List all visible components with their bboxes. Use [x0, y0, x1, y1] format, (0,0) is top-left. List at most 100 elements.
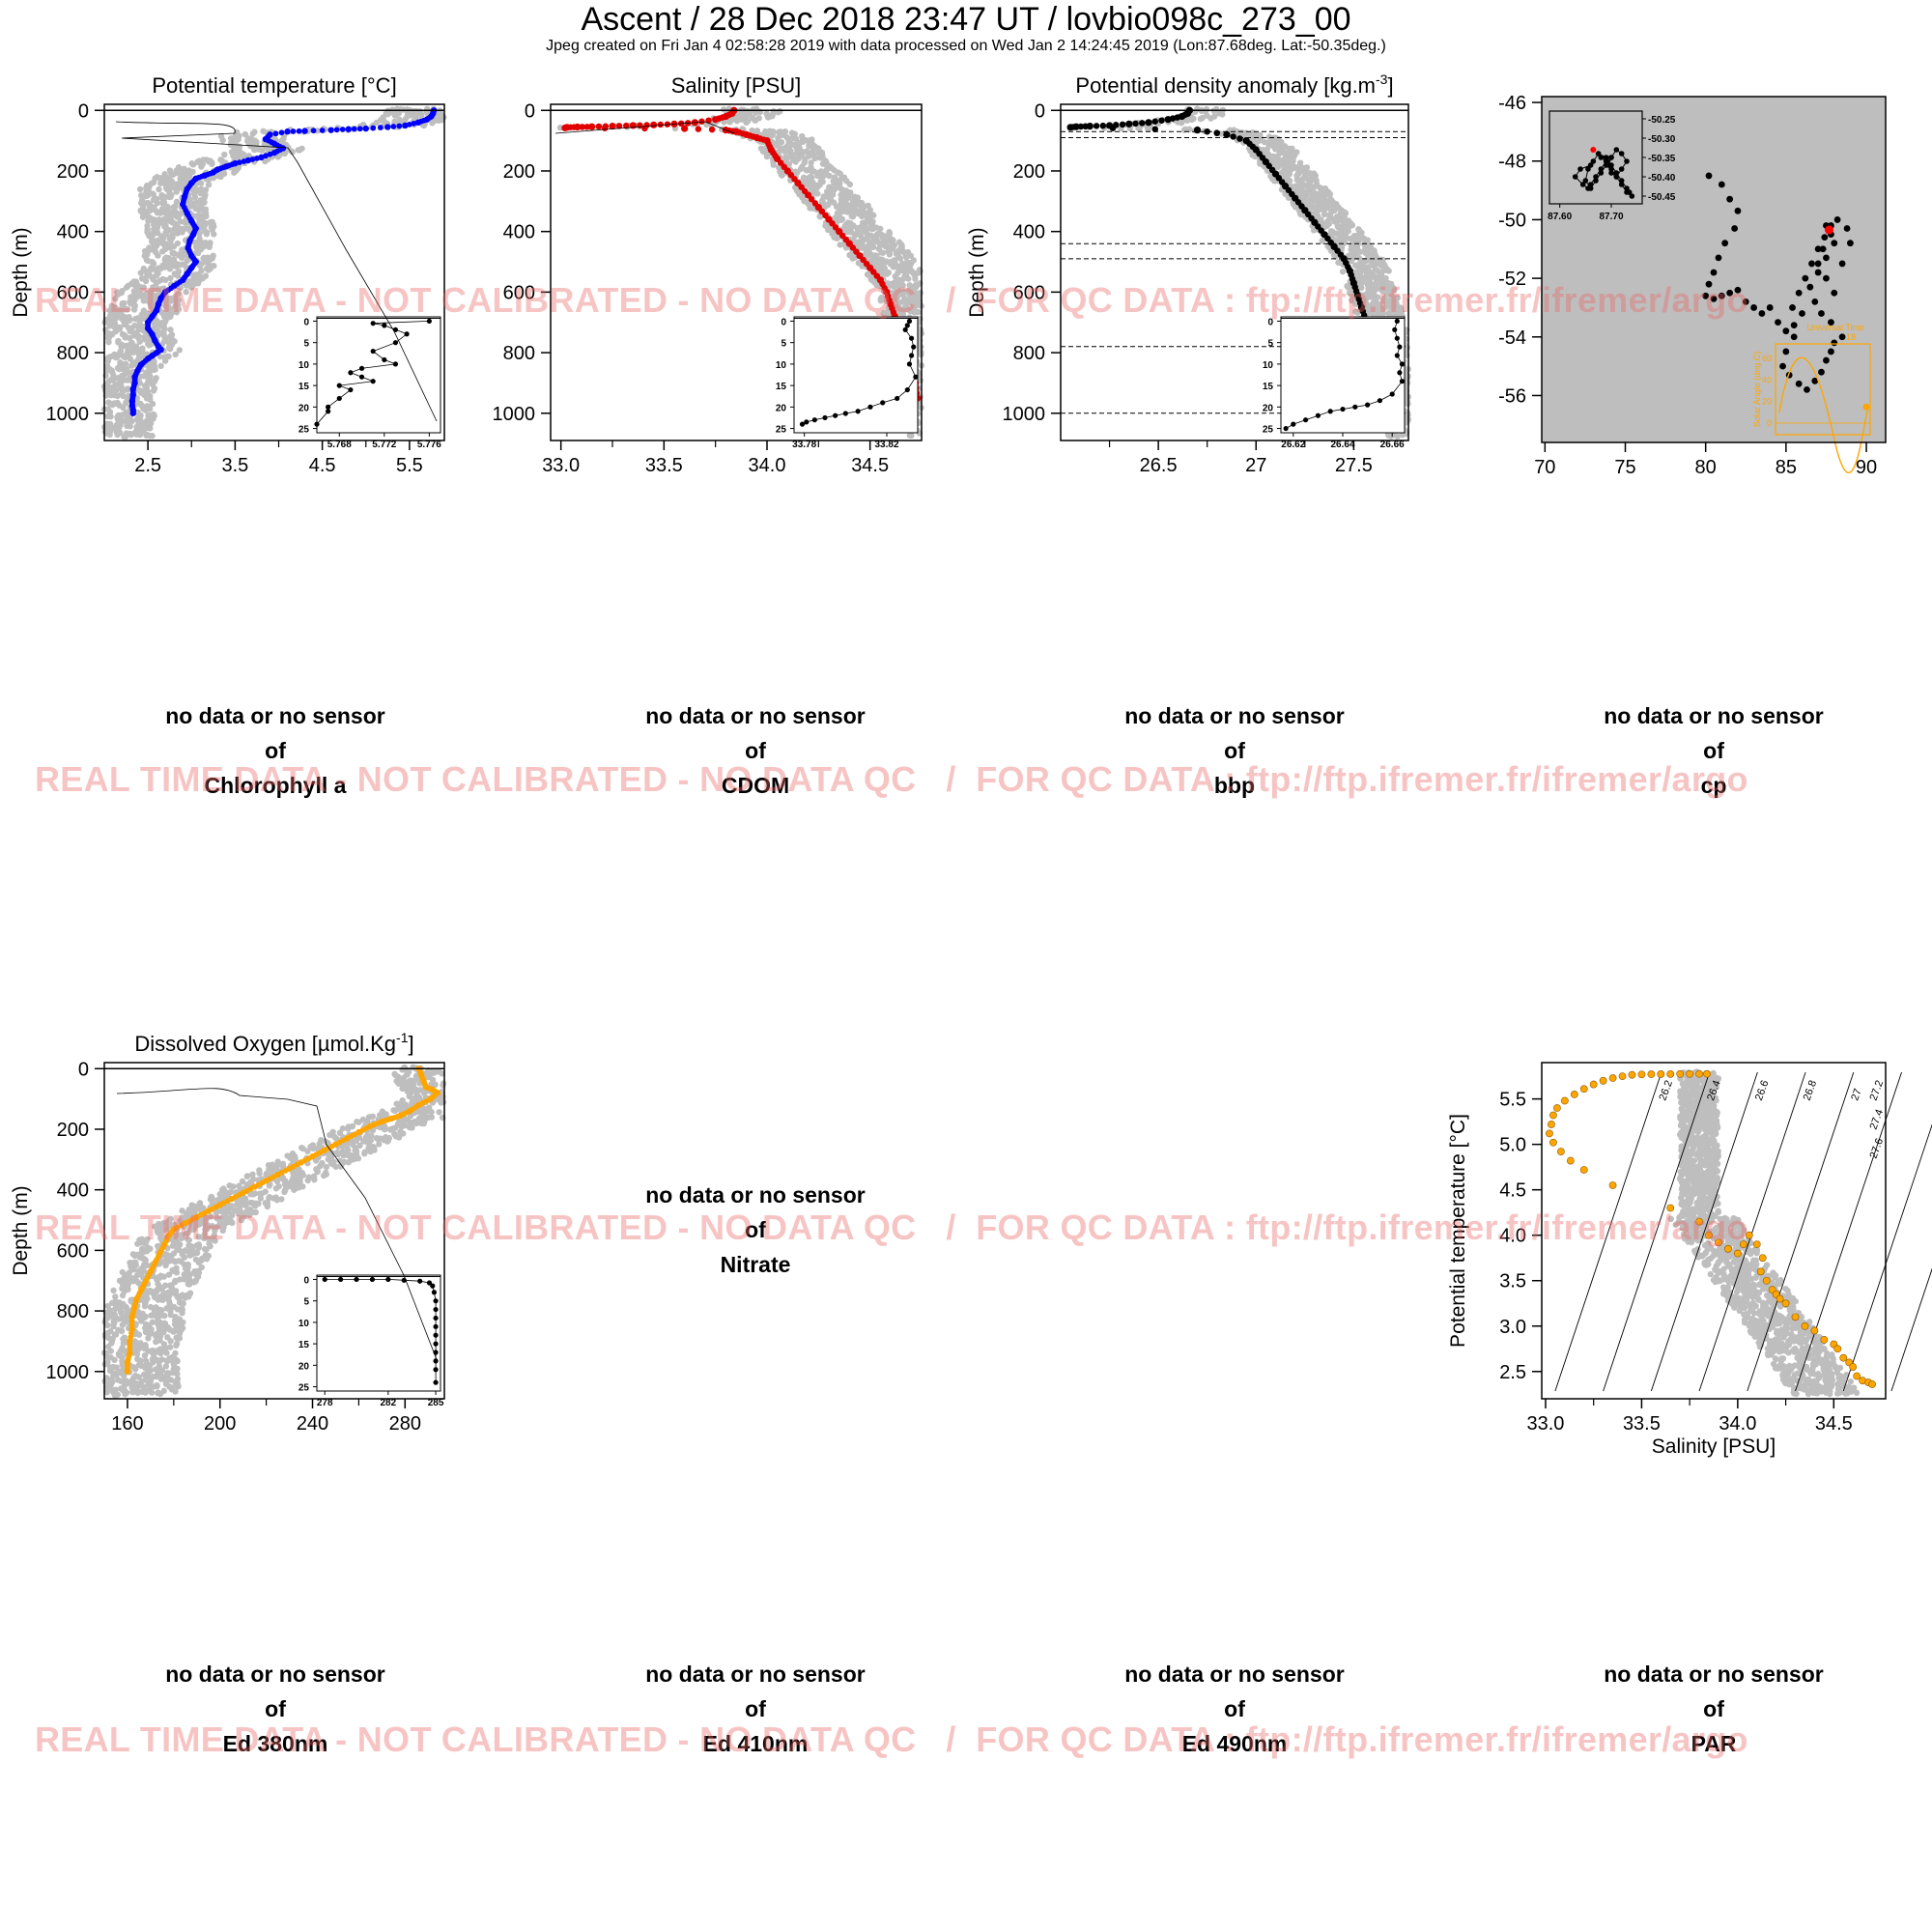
climatology-point: [1312, 172, 1320, 180]
inset-point: [1327, 409, 1333, 414]
inset-y-tick-label: 10: [776, 360, 787, 371]
profile-point: [650, 121, 658, 128]
climatology-point: [114, 392, 121, 400]
climatology-point: [830, 199, 838, 206]
profile-point: [1099, 122, 1107, 129]
climatology-point: [109, 389, 116, 396]
climatology-point: [162, 225, 170, 232]
climatology-point: [883, 270, 891, 277]
climatology-point: [145, 188, 153, 195]
climatology-point: [125, 315, 131, 323]
climatology-point: [815, 145, 822, 152]
climatology-point: [185, 1236, 193, 1243]
climatology-point: [804, 148, 810, 155]
climatology-point: [192, 213, 200, 219]
profile-point: [705, 117, 712, 124]
climatology-point: [161, 264, 168, 270]
climatology-point: [826, 172, 833, 180]
inset-point: [1283, 425, 1289, 432]
inset-point: [370, 321, 376, 327]
inset-point: [867, 404, 873, 410]
climatology-point: [763, 152, 771, 158]
climatology-point: [124, 306, 131, 313]
climatology-point: [117, 306, 124, 313]
y-tick-label: 200: [503, 161, 535, 183]
profile-point: [414, 119, 422, 127]
inset-point: [382, 356, 387, 363]
y-tick-label: 1000: [493, 404, 536, 425]
inset-x-tick-label: 26.62: [1281, 440, 1305, 450]
x-tick-label: 27.5: [1335, 455, 1373, 476]
climatology-point: [189, 161, 197, 168]
climatology-point: [178, 173, 185, 180]
climatology-point: [110, 1287, 117, 1294]
climatology-point: [113, 1364, 120, 1371]
x-tick-label: 3.5: [221, 455, 248, 476]
climatology-point: [135, 325, 142, 332]
climatology-point: [174, 169, 181, 177]
climatology-point: [148, 303, 155, 310]
climatology-point: [867, 232, 874, 239]
climatology-point: [1284, 164, 1291, 171]
climatology-point: [1312, 204, 1319, 211]
inset-point: [909, 353, 915, 358]
climatology-point: [122, 386, 128, 393]
climatology-point: [138, 421, 146, 428]
climatology-point: [163, 312, 170, 320]
x-tick-label: 33.5: [645, 455, 683, 476]
climatology-point: [354, 1119, 360, 1125]
climatology-point: [106, 1367, 114, 1375]
profile-point: [270, 149, 278, 156]
climatology-point: [144, 222, 151, 230]
climatology-point: [173, 1334, 180, 1342]
climatology-point: [166, 189, 173, 196]
climatology-point: [253, 138, 260, 146]
climatology-point: [128, 280, 135, 287]
climatology-point: [409, 1124, 415, 1131]
climatology-point: [849, 222, 857, 229]
climatology-point: [1385, 268, 1392, 274]
inset-point: [799, 421, 806, 427]
profile-point: [244, 156, 252, 164]
profile-point: [1230, 133, 1236, 140]
inset-point: [902, 327, 908, 332]
climatology-point: [1357, 260, 1364, 267]
climatology-point: [1281, 150, 1288, 156]
x-tick-label: 34.0: [749, 455, 786, 476]
climatology-point: [1309, 189, 1317, 197]
climatology-point: [252, 1208, 259, 1216]
profile-point: [362, 125, 369, 132]
climatology-point: [899, 276, 906, 283]
climatology-point: [217, 156, 224, 163]
climatology-point: [1348, 222, 1354, 229]
climatology-point: [153, 271, 160, 279]
climatology-point: [803, 181, 810, 187]
climatology-point: [119, 330, 127, 338]
climatology-point: [144, 199, 151, 207]
climatology-point: [154, 229, 161, 236]
profile-point: [310, 128, 317, 134]
climatology-point: [320, 1172, 327, 1179]
climatology-point: [123, 366, 130, 373]
profile-point: [695, 126, 702, 132]
climatology-point: [262, 1188, 269, 1195]
climatology-point: [867, 276, 875, 283]
climatology-point: [1376, 273, 1382, 280]
climatology-point: [139, 211, 147, 217]
climatology-point: [1313, 210, 1320, 216]
climatology-point: [183, 289, 189, 296]
climatology-point: [816, 169, 824, 176]
climatology-point: [1379, 258, 1386, 266]
climatology-point: [1298, 177, 1305, 185]
climatology-point: [211, 231, 217, 238]
climatology-point: [203, 265, 211, 272]
climatology-point: [137, 387, 145, 394]
inset-y-tick-label: 20: [776, 403, 787, 413]
climatology-point: [205, 259, 212, 266]
climatology-point: [245, 1209, 253, 1216]
profile-point: [327, 127, 334, 133]
profile-point: [370, 125, 377, 131]
climatology-point: [1373, 261, 1379, 268]
climatology-point: [837, 242, 843, 248]
climatology-point: [175, 268, 183, 275]
